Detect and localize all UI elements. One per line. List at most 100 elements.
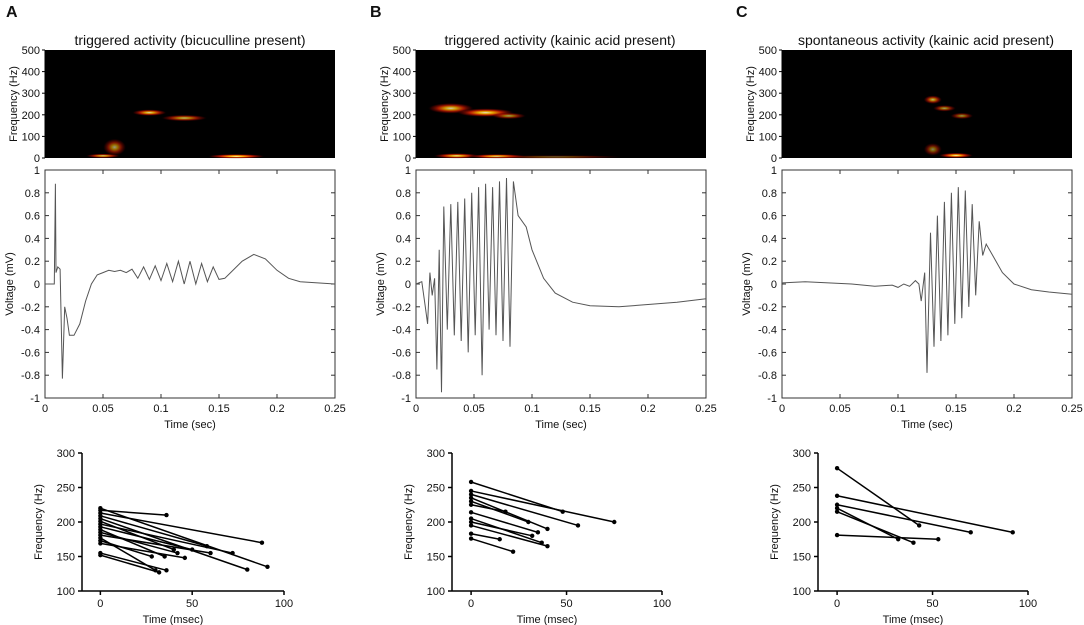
end-point [149, 554, 154, 559]
panel-c: C spontaneous activity (kainic acid pres… [736, 4, 1083, 625]
y-tick-label: 300 [22, 88, 40, 100]
end-point [171, 547, 177, 552]
y-tick-label: 0.8 [396, 188, 411, 200]
y-tick-label: 0.6 [396, 211, 411, 223]
voltage-series-line [45, 183, 336, 379]
y-tick-label: -0.6 [758, 347, 777, 359]
y-tick-label: -0.4 [392, 325, 411, 337]
y-axis-label: Voltage (mV) [4, 252, 16, 316]
end-point [575, 523, 581, 528]
end-point [510, 549, 516, 554]
y-tick-label: -0.2 [392, 302, 411, 314]
panel-a: A triggered activity (bicuculline presen… [4, 4, 346, 625]
end-point [612, 519, 617, 525]
end-point [545, 543, 550, 549]
start-point [834, 502, 840, 507]
end-point [916, 523, 922, 528]
y-tick-label: -0.8 [392, 370, 411, 382]
spectrogram-energy-blob [932, 105, 957, 112]
y-tick-label: 0.2 [762, 256, 777, 268]
start-point [98, 541, 103, 546]
frequency-decay-segment [470, 532, 500, 540]
frequency-scatter-chart: 100 150 200 250 300 0 50 100 Time (msec) Frequenc… [33, 448, 293, 625]
start-point [468, 536, 474, 541]
spectrogram-energy-blob [938, 152, 974, 159]
frequency-decay-segment [470, 504, 506, 513]
x-tick-label: 50 [926, 598, 938, 610]
panel-letter: A [6, 4, 18, 21]
y-tick-label: 500 [759, 45, 777, 57]
frequency-decay-segment [100, 539, 153, 558]
end-point [911, 540, 916, 545]
y-tick-label: 400 [22, 67, 40, 79]
x-axis-label: Time (msec) [143, 614, 204, 625]
y-axis-label: Frequency (Hz) [769, 484, 781, 560]
y-tick-label: 0.4 [25, 233, 40, 245]
y-axis-label: Frequency (Hz) [33, 484, 45, 560]
end-point [164, 512, 169, 518]
panel-b: B triggered activity (kainic acid presen… [370, 4, 717, 625]
frequency-decay-segment [100, 534, 211, 554]
y-tick-label: 200 [393, 110, 411, 122]
spectrogram-background [45, 50, 335, 158]
frequency-decay-segment [100, 515, 208, 547]
spectrogram-energy-blob [923, 142, 943, 156]
start-point [468, 519, 474, 525]
x-tick-label: 100 [275, 598, 293, 610]
x-tick-label: 0.1 [890, 403, 905, 415]
x-tick-label: 0.25 [1061, 403, 1082, 415]
end-point [230, 550, 235, 556]
spectrogram-energy-blob [207, 154, 266, 159]
frequency-decay-segment [836, 504, 971, 534]
y-tick-label: 1 [771, 165, 777, 177]
frequency-decay-segment [100, 517, 248, 571]
y-tick-label: 200 [22, 110, 40, 122]
end-point [529, 533, 535, 538]
y-tick-label: -0.4 [21, 325, 40, 337]
start-point [468, 510, 474, 515]
x-tick-label: 0 [468, 598, 474, 610]
spectrogram-energy-blob [132, 109, 167, 116]
x-tick-label: 0.15 [579, 403, 600, 415]
y-tick-label: -0.4 [758, 325, 777, 337]
frequency-decay-segment [470, 493, 579, 527]
x-tick-label: 0.15 [208, 403, 229, 415]
y-tick-label: 200 [57, 517, 75, 529]
y-tick-label: -1 [401, 393, 411, 405]
panel-letter: C [736, 4, 748, 21]
y-tick-label: 300 [427, 448, 445, 460]
y-tick-label: -0.2 [21, 302, 40, 314]
y-tick-label: 150 [57, 552, 75, 564]
y-tick-label: 400 [393, 67, 411, 79]
y-tick-label: 0 [34, 279, 40, 291]
y-axis-label: Frequency (Hz) [8, 66, 20, 142]
y-tick-label: 0.8 [762, 188, 777, 200]
end-point [265, 564, 270, 570]
end-point [968, 530, 973, 535]
frequency-decay-segment [470, 511, 539, 534]
start-point [468, 492, 474, 497]
y-axis-label: Frequency (Hz) [745, 66, 757, 142]
end-point [1010, 530, 1015, 535]
spectrogram-energy-blob [950, 112, 974, 120]
frequency-decay-segment [470, 481, 563, 513]
y-tick-label: 0 [405, 153, 411, 165]
frequency-decay-segment [100, 509, 167, 516]
frequency-decay-segment [470, 537, 514, 553]
start-point [98, 552, 103, 558]
start-point [834, 465, 840, 471]
frequency-decay-segment [100, 552, 167, 572]
panel-title: triggered activity (bicuculline present) [74, 32, 305, 48]
y-axis-label: Voltage (mV) [741, 252, 753, 316]
frequency-decay-segment [837, 534, 939, 540]
frequency-decay-segment [100, 542, 185, 559]
y-tick-label: 0 [34, 153, 40, 165]
voltage-trace-chart: 0 0.05 0.1 0.15 0.2 0.25 -1 -0.8 -0.6 -0.4 -0.2 0 0.… [375, 165, 717, 431]
start-point [834, 506, 840, 511]
start-point [468, 499, 474, 504]
x-axis-label: Time (sec) [535, 419, 587, 431]
x-tick-label: 0.1 [153, 403, 168, 415]
x-tick-label: 0.2 [269, 403, 284, 415]
